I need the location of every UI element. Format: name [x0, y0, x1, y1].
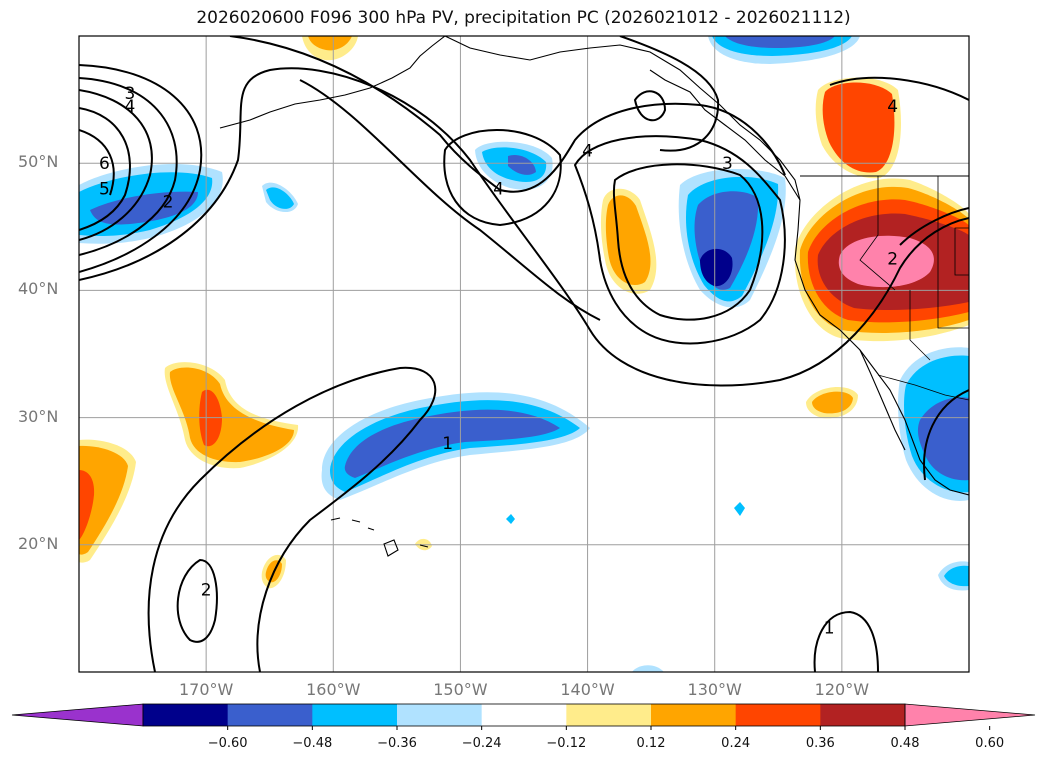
lon-tick-label: 160°W: [306, 680, 361, 699]
graticule: [79, 36, 969, 672]
positive-anomaly-pnw: [815, 77, 901, 179]
positive-anomaly-central: [600, 188, 657, 294]
hawaii-islands: [330, 517, 429, 557]
pv-contour-2-north: [619, 36, 720, 152]
negative-anomaly-subtropical-band: [321, 392, 590, 500]
contour-label: 3: [722, 154, 733, 174]
positive-anomaly-baja: [806, 386, 858, 419]
lat-tick-label: 20°N: [18, 533, 59, 553]
positive-anomaly-top-left: [302, 36, 358, 61]
pv-contour-east-trough: [899, 207, 969, 246]
negative-anomaly-offshore-low: [678, 168, 786, 308]
contour-label: 2: [887, 250, 898, 270]
colorbar-tick-label: 0.60: [975, 736, 1005, 751]
pv-contour-4-east: [829, 76, 969, 101]
colorbar-extend-high: [904, 703, 1036, 727]
contour-label: 1: [824, 618, 835, 638]
negative-anomaly-se-corner: [938, 561, 969, 591]
pv-contour-4-cutoff: [612, 163, 764, 321]
lon-tick-label: 130°W: [687, 680, 742, 699]
map-frame: [78, 35, 970, 673]
lat-tick-label: 40°N: [18, 279, 59, 299]
lat-tick-label: 30°N: [18, 406, 59, 426]
pv-contour-4-west: [79, 89, 153, 241]
lat-tick-label: 50°N: [18, 152, 59, 172]
pv-contour-2-west: [79, 64, 203, 273]
pv-contour-6: [79, 129, 115, 196]
pv-contour-1-subtropical: [147, 366, 437, 672]
pv-contour-3-west: [79, 77, 178, 256]
colorbar-tick-label: 0.36: [805, 736, 835, 751]
contour-label: 4: [493, 180, 504, 200]
map-title: 2026020600 F096 300 hPa PV, precipitatio…: [196, 8, 851, 28]
colorbar-extend-low: [11, 703, 144, 727]
state-borders: [859, 176, 969, 361]
lon-tick-label: 120°W: [814, 680, 870, 699]
colorbar-segment: [566, 704, 652, 726]
pv-contour-4-north: [229, 36, 786, 193]
negative-anomaly-north-center: [475, 141, 553, 190]
colorbar-segment: [143, 704, 229, 726]
positive-anomaly-west-central: [164, 362, 299, 469]
contour-label: 2: [201, 580, 212, 600]
colorbar-segment: [397, 704, 483, 726]
positive-anomaly-far-west: [79, 439, 136, 563]
contour-label: 3: [124, 84, 135, 104]
contour-label: 6: [99, 154, 110, 174]
colorbar-tick-label: 0.48: [890, 736, 920, 751]
precip-shading: [79, 36, 969, 672]
negative-anomaly-tiny-spots: [506, 502, 745, 672]
coastlines: [219, 36, 969, 557]
colorbar-outline: [142, 703, 906, 727]
colorbar-tick-label: −0.60: [207, 736, 248, 751]
pv-contour-closed-north: [633, 90, 667, 122]
pv-contour-1-se: [813, 610, 879, 672]
colorbar-segment: [820, 704, 906, 726]
colorbar: [11, 703, 1036, 730]
positive-anomaly-west-coast: [794, 178, 969, 342]
contour-label: 2: [163, 192, 174, 212]
lon-tick-label: 140°W: [560, 680, 615, 699]
pv-contour-trough-outer: [299, 79, 601, 321]
colorbar-segment: [651, 704, 737, 726]
pv-contour-3-cutoff: [573, 135, 786, 345]
pv-contour-2-subtropical: [176, 558, 218, 643]
lon-tick-label: 170°W: [178, 680, 234, 699]
colorbar-tick-label: −0.36: [377, 736, 417, 751]
contour-label: 4: [124, 97, 135, 117]
negative-anomaly-small: [262, 182, 298, 213]
colorbar-segment: [227, 704, 313, 726]
colorbar-tick-label: 0.24: [721, 736, 751, 751]
baja-peninsula: [859, 349, 906, 451]
contour-label: 1: [442, 434, 453, 454]
pv-contour-main-jet: [79, 67, 969, 387]
pv-contour-5: [79, 107, 131, 231]
colorbar-tick-label: −0.48: [292, 736, 333, 751]
contour-label: 5: [99, 180, 110, 200]
contour-label: 4: [582, 141, 593, 161]
colorbar-tick-label: −0.24: [461, 736, 502, 751]
bc-coast: [649, 69, 801, 201]
lon-tick-label: 150°W: [433, 680, 488, 699]
pv-contours: [79, 36, 969, 672]
colorbar-segment: [481, 704, 567, 726]
colorbar-tick-label: 0.12: [636, 736, 666, 751]
pv-contour-mexico: [923, 389, 969, 481]
pv-contour-4-ring: [443, 129, 562, 227]
colorbar-segment: [312, 704, 398, 726]
us-west-coast: [794, 199, 969, 496]
colorbar-tick-label: −0.12: [546, 736, 587, 751]
contour-label: 4: [887, 97, 898, 117]
colorbar-segment: [735, 704, 821, 726]
alaska-aleutian-coast: [219, 36, 446, 129]
negative-anomaly-top-strip: [708, 36, 860, 64]
